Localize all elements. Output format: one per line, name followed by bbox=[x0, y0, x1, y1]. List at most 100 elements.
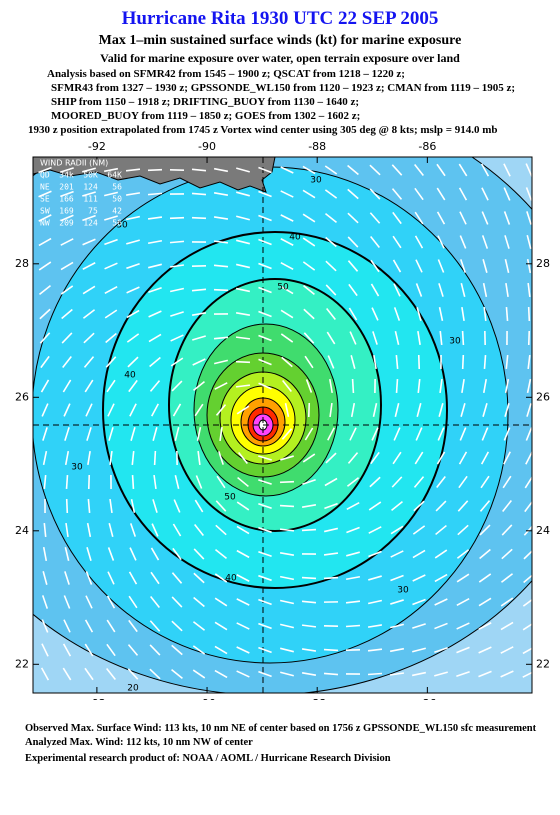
wind-vector bbox=[390, 599, 404, 605]
contour-label: 30 bbox=[397, 586, 409, 596]
wind-vector bbox=[414, 164, 424, 176]
wind-vector bbox=[526, 235, 532, 249]
wind-vector bbox=[279, 528, 295, 532]
radii-title: WIND RADII (NM) bbox=[40, 159, 108, 168]
wind-vector bbox=[411, 671, 427, 677]
wind-vector bbox=[457, 524, 469, 536]
wind-vector bbox=[346, 551, 360, 557]
wind-vector bbox=[302, 453, 316, 463]
wind-vector bbox=[301, 648, 317, 652]
wind-vector bbox=[258, 214, 272, 222]
wind-vector bbox=[478, 573, 492, 583]
wind-vector bbox=[38, 237, 52, 247]
wind-vector bbox=[279, 552, 295, 556]
wind-vector bbox=[350, 402, 356, 418]
wind-vector bbox=[62, 643, 72, 657]
wind-vector bbox=[417, 378, 421, 394]
wind-vector bbox=[280, 238, 294, 246]
wind-vector bbox=[215, 524, 227, 536]
wind-vector bbox=[171, 668, 183, 680]
wind-vector bbox=[390, 525, 404, 535]
wind-vector bbox=[173, 499, 181, 513]
wind-vector bbox=[171, 380, 183, 392]
wind-vector bbox=[417, 330, 421, 346]
wind-vector bbox=[127, 356, 139, 368]
wind-vector bbox=[412, 549, 426, 559]
wind-vector bbox=[349, 331, 357, 345]
radii-row: SE 166 111 50 bbox=[40, 195, 122, 204]
wind-vector bbox=[126, 309, 140, 319]
wind-vector bbox=[504, 235, 510, 249]
wind-vector bbox=[104, 191, 118, 197]
x-tick-label: -86 bbox=[418, 697, 436, 700]
wind-vector bbox=[174, 475, 180, 489]
wind-vector bbox=[370, 451, 380, 465]
wind-vector bbox=[505, 306, 509, 322]
wind-vector bbox=[191, 312, 207, 316]
wind-vector bbox=[60, 190, 74, 198]
wind-vector bbox=[372, 402, 378, 418]
wind-vector bbox=[389, 647, 405, 653]
wind-vector bbox=[108, 427, 114, 441]
wind-vector bbox=[65, 522, 69, 538]
wind-vector bbox=[435, 524, 447, 536]
wind-vector bbox=[215, 404, 227, 416]
x-tick-label: -86 bbox=[418, 140, 436, 153]
wind-vector bbox=[436, 211, 446, 225]
wind-vector bbox=[42, 450, 48, 466]
wind-vector bbox=[301, 624, 317, 628]
wind-vector bbox=[326, 308, 336, 320]
wind-vector bbox=[436, 451, 446, 465]
radii-row: SW 169 75 42 bbox=[40, 207, 122, 216]
wind-vector bbox=[279, 504, 295, 508]
wind-vector bbox=[258, 382, 272, 390]
wind-vector bbox=[87, 450, 91, 466]
wind-vector bbox=[351, 378, 355, 394]
wind-vector bbox=[389, 672, 405, 676]
map: -92 -92 -90 -90 -88 -88 -86 -86 22 22 24 24 26 26 28 28… bbox=[15, 140, 550, 700]
contour-label: 40 bbox=[124, 371, 136, 381]
wind-vector bbox=[369, 476, 381, 488]
wind-vector bbox=[235, 312, 251, 316]
wind-vector bbox=[129, 403, 137, 417]
wind-vector bbox=[128, 379, 138, 393]
wind-vector bbox=[82, 262, 96, 270]
wind-vector bbox=[60, 214, 74, 222]
wind-vector bbox=[192, 645, 206, 655]
wind-vector bbox=[412, 623, 426, 629]
wind-vector bbox=[281, 428, 293, 440]
wind-vector bbox=[526, 258, 532, 274]
wind-vector bbox=[324, 189, 338, 199]
wind-vector bbox=[149, 380, 161, 392]
wind-vector bbox=[284, 402, 290, 418]
wind-vector bbox=[301, 576, 317, 580]
wind-vector bbox=[170, 311, 184, 317]
wind-vector bbox=[457, 500, 469, 512]
wind-vector bbox=[345, 600, 361, 604]
wind-vector bbox=[478, 646, 492, 654]
wind-vector bbox=[130, 427, 136, 441]
wind-vector bbox=[193, 381, 205, 391]
wind-vector bbox=[108, 523, 114, 537]
wind-vector bbox=[350, 355, 356, 369]
wind-vector bbox=[302, 478, 316, 486]
wind-vector bbox=[501, 548, 513, 560]
wind-vector bbox=[258, 503, 272, 509]
wind-vector bbox=[414, 187, 424, 201]
wind-vector bbox=[171, 644, 183, 656]
wind-vector bbox=[280, 261, 294, 271]
contour-label: 40 bbox=[289, 233, 301, 243]
wind-vector bbox=[61, 308, 73, 320]
wind-vector bbox=[323, 672, 339, 676]
wind-vector bbox=[131, 450, 135, 466]
wind-vector bbox=[43, 474, 47, 490]
x-tick-label: -90 bbox=[198, 140, 216, 153]
wind-vector bbox=[86, 547, 92, 561]
wind-vector bbox=[478, 670, 492, 678]
wind-vector bbox=[479, 524, 491, 536]
wind-vector bbox=[258, 479, 272, 485]
wind-vector bbox=[369, 164, 381, 176]
wind-vector bbox=[394, 403, 400, 417]
wind-vector bbox=[458, 163, 468, 177]
wind-vector bbox=[38, 261, 52, 271]
